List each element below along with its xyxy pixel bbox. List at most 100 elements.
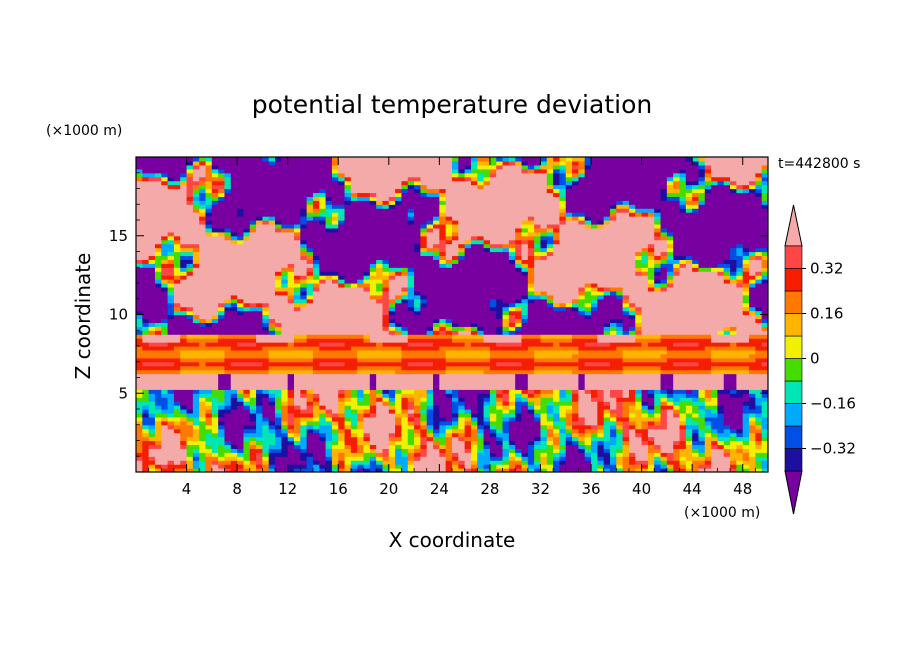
field-cell: [262, 164, 270, 170]
field-cell: [180, 424, 188, 430]
field-cell: [414, 220, 421, 225]
field-cell: [230, 314, 238, 320]
field-cell: [136, 180, 143, 186]
field-cell: [287, 432, 295, 438]
field-cell: [515, 188, 523, 194]
field-cell: [294, 428, 301, 434]
field-cell: [268, 176, 276, 182]
field-cell: [262, 267, 270, 272]
field-cell: [319, 251, 327, 257]
field-cell: [243, 279, 251, 284]
field-cell: [148, 448, 156, 453]
field-cell: [161, 283, 169, 288]
field-cell: [363, 216, 371, 221]
field-cell: [294, 176, 301, 182]
field-cell: [458, 440, 466, 446]
field-cell: [382, 444, 390, 449]
field-cell: [319, 302, 327, 308]
field-cell: [199, 412, 207, 418]
field-cell: [395, 235, 403, 241]
field-cell: [357, 259, 365, 264]
field-cell: [452, 349, 459, 355]
field-cell: [382, 436, 390, 442]
field-cell: [262, 208, 270, 213]
field-cell: [407, 448, 415, 453]
field-cell: [489, 172, 497, 178]
field-cell: [357, 302, 365, 308]
field-cell: [331, 334, 339, 339]
field-cell: [350, 267, 358, 272]
field-cell: [173, 318, 181, 323]
field-cell: [445, 275, 453, 280]
field-cell: [136, 405, 143, 410]
field-cell: [496, 412, 504, 418]
field-cell: [306, 196, 314, 201]
field-cell: [376, 342, 384, 347]
field-cell: [401, 322, 409, 327]
field-cell: [426, 227, 434, 233]
field-cell: [243, 397, 251, 402]
field-cell: [154, 416, 162, 422]
field-cell: [521, 271, 529, 276]
field-cell: [331, 452, 339, 457]
field-cell: [439, 239, 447, 245]
field-cell: [249, 239, 257, 245]
field-cell: [521, 251, 529, 257]
field-cell: [508, 397, 516, 402]
field-cell: [363, 314, 371, 320]
field-cell: [205, 314, 213, 320]
field-cell: [148, 239, 156, 245]
field-cell: [489, 157, 497, 162]
field-cell: [312, 310, 320, 316]
field-cell: [388, 464, 396, 469]
field-cell: [363, 220, 371, 225]
field-cell: [382, 223, 390, 229]
field-cell: [275, 365, 282, 371]
field-cell: [350, 460, 358, 465]
field-cell: [376, 176, 384, 182]
field-cell: [312, 330, 320, 335]
field-cell: [325, 235, 333, 241]
field-cell: [502, 180, 510, 186]
field-cell: [281, 334, 289, 339]
field-cell: [388, 357, 396, 363]
field-cell: [420, 223, 428, 229]
field-cell: [420, 424, 428, 430]
field-cell: [515, 176, 523, 182]
field-cell: [199, 200, 207, 205]
field-cell: [262, 420, 270, 426]
field-cell: [167, 420, 175, 426]
field-cell: [275, 196, 282, 201]
field-cell: [281, 393, 289, 398]
field-cell: [237, 405, 245, 410]
field-cell: [420, 188, 428, 194]
field-cell: [161, 365, 169, 371]
field-cell: [237, 227, 245, 233]
field-cell: [148, 231, 156, 237]
field-cell: [167, 200, 175, 205]
field-cell: [180, 208, 188, 213]
field-cell: [325, 251, 333, 257]
field-cell: [376, 164, 384, 170]
field-cell: [433, 338, 440, 343]
field-cell: [306, 235, 314, 241]
field-cell: [287, 468, 295, 472]
field-cell: [452, 239, 459, 245]
field-cell: [192, 326, 200, 331]
field-cell: [369, 168, 377, 174]
field-cell: [173, 405, 181, 410]
field-cell: [489, 160, 497, 166]
field-cell: [382, 409, 390, 414]
field-cell: [395, 460, 403, 465]
field-cell: [281, 416, 289, 422]
field-cell: [344, 389, 352, 394]
field-cell: [294, 290, 301, 296]
field-cell: [382, 204, 390, 209]
field-cell: [452, 385, 459, 390]
field-cell: [148, 180, 156, 186]
field-cell: [275, 176, 282, 182]
field-cell: [489, 420, 497, 426]
field-cell: [489, 460, 497, 465]
field-cell: [218, 444, 226, 449]
field-cell: [224, 216, 232, 221]
